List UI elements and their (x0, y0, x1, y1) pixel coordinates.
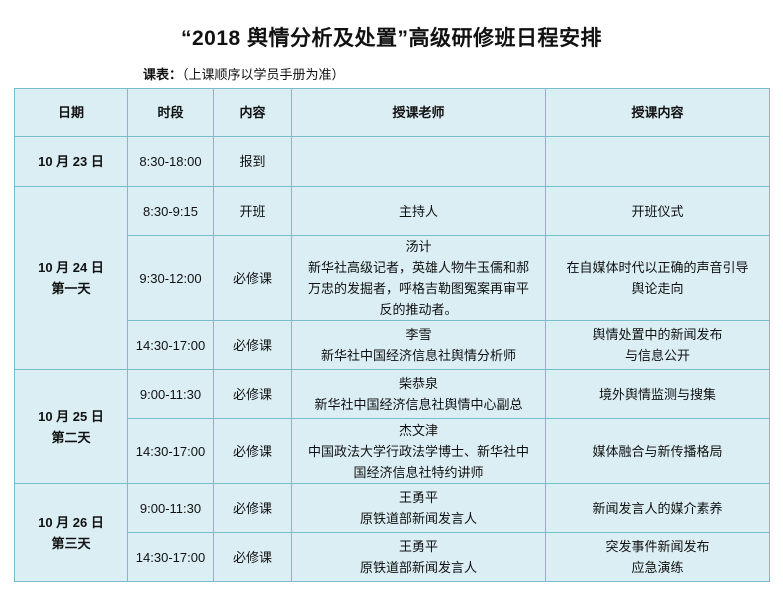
topic-cell: 媒体融合与新传播格局 (545, 418, 770, 484)
type-cell: 必修课 (213, 369, 292, 419)
type-cell: 开班 (213, 186, 292, 236)
subtitle-label: 课表： (143, 67, 183, 82)
subtitle-note: （上课顺序以学员手册为准） (182, 67, 345, 82)
header-date: 日期 (14, 88, 128, 137)
table-row: 10 月 25 日 第二天 9:00-11:30 必修课 柴恭泉 新华社中国经济… (14, 369, 770, 484)
teacher-cell (291, 136, 546, 187)
type-cell: 报到 (213, 136, 292, 187)
teacher-cell: 李雪 新华社中国经济信息社舆情分析师 (291, 320, 546, 370)
teacher-cell: 王勇平 原铁道部新闻发言人 (291, 532, 546, 582)
topic-cell: 舆情处置中的新闻发布 与信息公开 (545, 320, 770, 370)
time-cell: 8:30-18:00 (127, 136, 214, 187)
time-cell: 14:30-17:00 (127, 418, 214, 484)
topic-cell: 在自媒体时代以正确的声音引导 舆论走向 (545, 235, 770, 321)
schedule-table: 日期 时段 内容 授课老师 授课内容 10 月 23 日 8:30-18:00 … (14, 88, 770, 582)
topic-cell: 境外舆情监测与搜集 (545, 369, 770, 419)
type-cell: 必修课 (213, 418, 292, 484)
table-row: 10 月 26 日 第三天 9:00-11:30 必修课 王勇平 原铁道部新闻发… (14, 483, 770, 582)
table-row: 14:30-17:00 必修课 王勇平 原铁道部新闻发言人 突发事件新闻发布 应… (15, 532, 770, 582)
table-row: 14:30-17:00 必修课 李雪 新华社中国经济信息社舆情分析师 舆情处置中… (15, 320, 770, 370)
time-cell: 8:30-9:15 (127, 186, 214, 236)
type-cell: 必修课 (213, 532, 292, 582)
type-cell: 必修课 (213, 320, 292, 370)
teacher-cell: 王勇平 原铁道部新闻发言人 (291, 483, 546, 533)
time-cell: 14:30-17:00 (127, 320, 214, 370)
type-cell: 必修课 (213, 483, 292, 533)
date-cell: 10 月 24 日 第一天 (14, 186, 128, 370)
page-title: “2018 舆情分析及处置”高级研修班日程安排 (180, 27, 603, 50)
teacher-cell: 杰文津 中国政法大学行政法学博士、新华社中 国经济信息社特约讲师 (291, 418, 546, 484)
header-teacher: 授课老师 (291, 88, 546, 137)
topic-cell: 新闻发言人的媒介素养 (545, 483, 770, 533)
teacher-cell: 主持人 (291, 186, 546, 236)
topic-cell (545, 136, 770, 187)
table-header-row: 日期 时段 内容 授课老师 授课内容 (14, 88, 770, 137)
table-row: 14:30-17:00 必修课 杰文津 中国政法大学行政法学博士、新华社中 国经… (15, 418, 770, 484)
topic-cell: 突发事件新闻发布 应急演练 (545, 532, 770, 582)
header-type: 内容 (213, 88, 292, 137)
header-time: 时段 (127, 88, 214, 137)
header-topic: 授课内容 (545, 88, 770, 137)
time-cell: 9:00-11:30 (127, 369, 214, 419)
type-cell: 必修课 (213, 235, 292, 321)
date-cell: 10 月 25 日 第二天 (14, 369, 128, 484)
table-row: 10 月 24 日 第一天 8:30-9:15 开班 主持人 开班仪式 (14, 186, 770, 370)
time-cell: 9:30-12:00 (127, 235, 214, 321)
date-cell: 10 月 26 日 第三天 (14, 483, 128, 582)
teacher-cell: 汤计 新华社高级记者，英雄人物牛玉儒和郝 万忠的发掘者，呼格吉勒图冤案再审平 反… (291, 235, 546, 321)
schedule-subtitle: 课表：（上课顺序以学员手册为准） (143, 64, 345, 83)
topic-cell: 开班仪式 (545, 186, 770, 236)
table-row: 9:30-12:00 必修课 汤计 新华社高级记者，英雄人物牛玉儒和郝 万忠的发… (15, 235, 770, 321)
time-cell: 14:30-17:00 (127, 532, 214, 582)
date-cell: 10 月 23 日 (14, 136, 128, 187)
table-row: 10 月 23 日 8:30-18:00 报到 (14, 136, 770, 187)
teacher-cell: 柴恭泉 新华社中国经济信息社舆情中心副总 (291, 369, 546, 419)
time-cell: 9:00-11:30 (127, 483, 214, 533)
